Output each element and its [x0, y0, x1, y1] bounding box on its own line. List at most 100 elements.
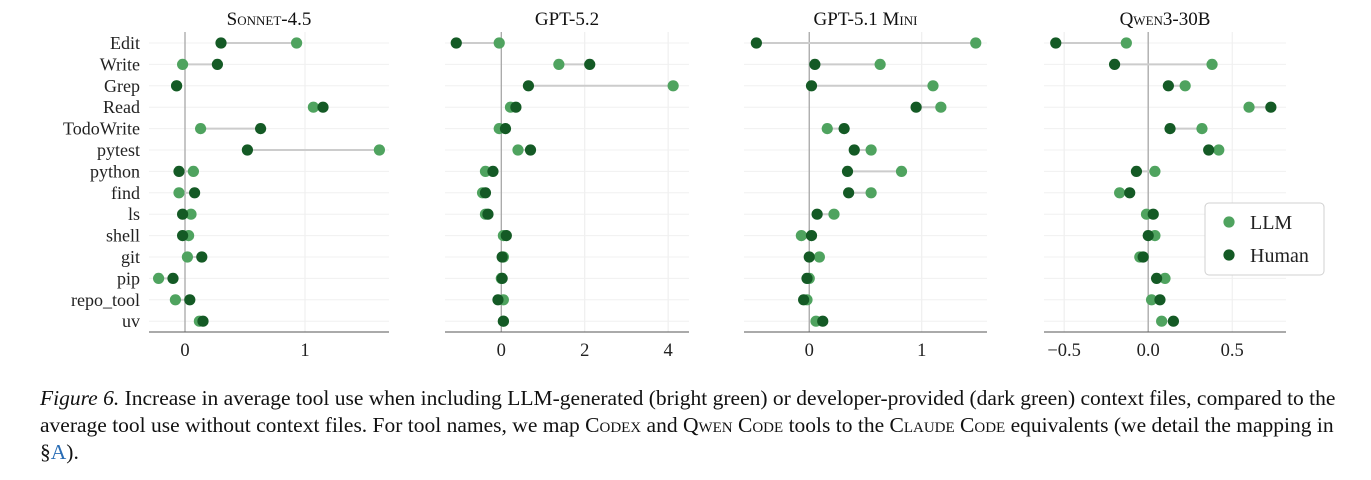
point-llm-shell [795, 230, 807, 242]
point-human-python [173, 165, 185, 177]
point-human-find [479, 187, 492, 199]
point-human-ls [177, 208, 189, 220]
point-llm-edit [493, 37, 505, 49]
point-llm-ls [828, 208, 840, 220]
point-human-write [1108, 58, 1121, 70]
x-tick-label: 0 [805, 341, 814, 361]
caption-appendix-link[interactable]: A [50, 440, 67, 464]
category-label-shell: shell [106, 226, 140, 246]
category-label-grep: Grep [104, 76, 140, 96]
caption-text-4: equivalents (we detail the mapping in § [40, 413, 1334, 464]
point-llm-grep [667, 80, 679, 92]
caption-label: Figure 6. [40, 386, 120, 410]
point-llm-grep [927, 80, 939, 92]
point-human-grep [805, 80, 818, 92]
point-human-grep [1162, 80, 1174, 92]
point-llm-uv [1156, 315, 1168, 327]
legend-human-label: Human [1250, 245, 1309, 267]
point-human-repo-tool [798, 294, 810, 306]
point-human-shell [805, 230, 818, 242]
point-human-write [809, 58, 821, 70]
panel-qwen3-30b: −0.5 0.0 0.5 Qwen3-30B [1044, 9, 1286, 361]
point-human-todowrite [499, 123, 512, 135]
point-human-python [841, 165, 854, 177]
point-human-edit [750, 37, 762, 49]
point-llm-python [1149, 165, 1161, 177]
panel-title: Qwen3-30B [1120, 9, 1211, 30]
point-llm-write [553, 58, 565, 70]
category-label-write: Write [100, 54, 140, 74]
point-human-todowrite [1164, 123, 1176, 135]
caption-qwen-code: Qwen Code [682, 413, 784, 437]
legend-human-marker [1223, 249, 1235, 261]
category-labels: EditWriteGrepReadTodoWritepytestpythonfi… [63, 33, 140, 331]
category-label-todowrite: TodoWrite [63, 119, 140, 139]
point-llm-pytest [512, 144, 524, 156]
x-tick-label: 2 [580, 341, 589, 361]
point-human-uv [497, 315, 509, 327]
figure-6-chart: EditWriteGrepReadTodoWritepytestpythonfi… [63, 9, 1325, 361]
point-llm-pytest [865, 144, 877, 156]
legend: LLM Human [1204, 202, 1325, 276]
point-human-pytest [1203, 144, 1215, 156]
category-label-edit: Edit [110, 33, 140, 53]
point-human-pip [801, 272, 813, 284]
category-label-read: Read [103, 97, 140, 117]
point-human-pip [496, 272, 508, 284]
point-llm-pytest [1213, 144, 1225, 156]
point-human-pip [1150, 272, 1163, 284]
point-human-read [910, 101, 922, 113]
point-human-pytest [848, 144, 860, 156]
caption-text-3: tools to the [783, 413, 890, 437]
legend-box [1204, 202, 1325, 276]
point-human-todowrite [255, 123, 267, 135]
category-label-uv: uv [122, 311, 140, 331]
point-human-repo-tool [492, 294, 504, 306]
point-human-pytest [524, 144, 537, 156]
point-llm-todowrite [195, 123, 207, 135]
point-human-read [510, 101, 522, 113]
point-llm-repo-tool [169, 294, 181, 306]
panel-sonnet-4-5: 0 1 Sonnet-4.5 [149, 9, 389, 361]
x-tick-label: 0 [497, 341, 506, 361]
point-llm-write [177, 58, 189, 70]
point-human-uv [817, 315, 829, 327]
point-llm-read [307, 101, 319, 113]
point-human-shell [177, 230, 189, 242]
point-human-pytest [241, 144, 253, 156]
x-tick-label: 1 [917, 341, 926, 361]
x-tick-label: 0.5 [1221, 341, 1244, 361]
legend-llm-marker [1223, 216, 1235, 228]
point-human-python [487, 165, 499, 177]
point-llm-pip [1159, 272, 1171, 284]
category-label-pip: pip [117, 268, 140, 288]
point-human-edit [1050, 37, 1062, 49]
point-llm-edit [291, 37, 303, 49]
legend-llm-label: LLM [1250, 212, 1292, 234]
caption-claude-code: Claude Code [889, 413, 1006, 437]
point-human-ls [1147, 208, 1159, 220]
point-human-edit [450, 37, 462, 49]
point-human-shell [500, 230, 512, 242]
chart-panels: 0 1 Sonnet-4.5 0 2 4 GPT-5.2 0 1 GPT-5.1 Mini −0.5… [149, 9, 1286, 361]
panel-gpt-5-2: 0 2 4 GPT-5.2 [445, 9, 689, 361]
point-human-find [1124, 187, 1136, 199]
point-llm-git [181, 251, 193, 263]
caption-text-2: and [641, 413, 683, 437]
point-llm-read [935, 101, 947, 113]
point-llm-todowrite [1196, 123, 1208, 135]
x-tick-label: 4 [664, 341, 673, 361]
category-label-repo-tool: repo_tool [71, 290, 140, 310]
category-label-pytest: pytest [97, 140, 140, 160]
point-human-ls [482, 208, 494, 220]
category-label-find: find [111, 183, 140, 203]
point-human-find [189, 187, 201, 199]
point-human-repo-tool [1154, 294, 1166, 306]
x-tick-label: 1 [300, 341, 309, 361]
point-human-read [317, 101, 329, 113]
point-llm-python [895, 165, 908, 177]
point-human-uv [1167, 315, 1180, 327]
point-human-shell [1142, 230, 1154, 242]
point-human-python [1130, 165, 1143, 177]
caption-codex: Codex [585, 413, 642, 437]
